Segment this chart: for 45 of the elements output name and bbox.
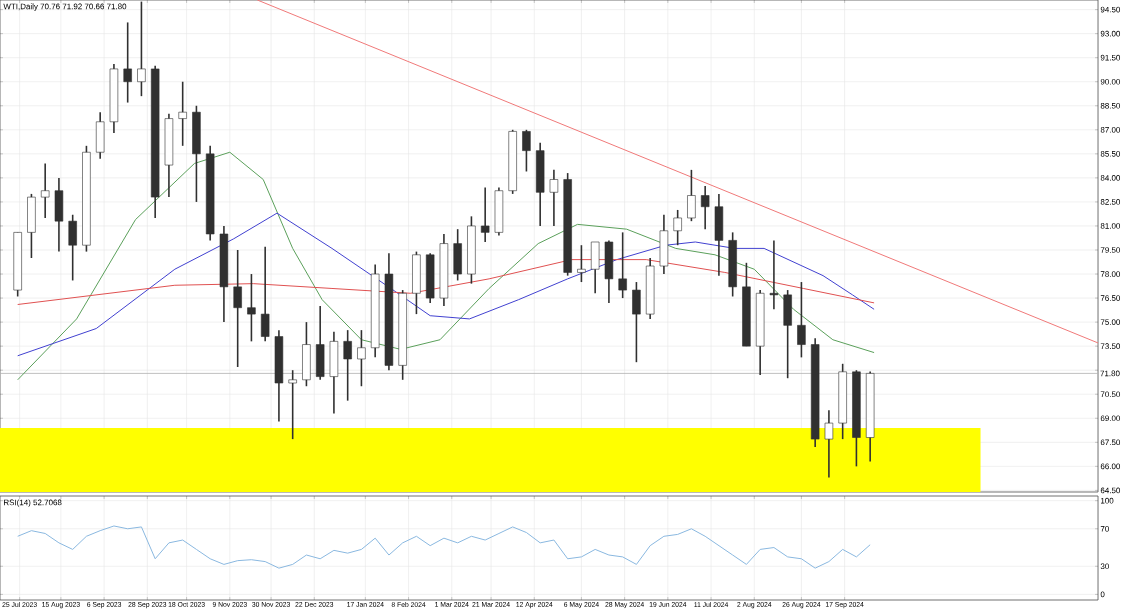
- candlestick: [315, 305, 325, 381]
- candlestick: [27, 193, 36, 259]
- candlestick: [824, 409, 834, 479]
- candlestick: [137, 0, 146, 97]
- candlestick: [164, 112, 174, 198]
- candlestick: [797, 281, 806, 359]
- candlestick: [302, 321, 311, 388]
- candlestick: [40, 162, 50, 219]
- candlestick: [123, 21, 132, 104]
- candlestick: [494, 186, 504, 237]
- candlestick: [425, 252, 435, 304]
- candlestick: [192, 104, 201, 203]
- candlestick: [687, 169, 696, 222]
- candlestick: [659, 213, 669, 275]
- candlestick: [343, 329, 352, 402]
- candlestick: [590, 241, 600, 295]
- candlestick: [247, 273, 256, 343]
- line-series: [17, 212, 875, 357]
- candlestick: [673, 209, 682, 246]
- candlestick: [714, 193, 724, 277]
- candlestick: [604, 239, 614, 304]
- candlestick: [68, 213, 77, 282]
- candlestick: [178, 80, 187, 147]
- candlestick: [54, 177, 64, 253]
- candlestick: [577, 244, 586, 283]
- candlestick: [769, 239, 779, 311]
- candlestick: [233, 249, 242, 368]
- candlestick: [632, 281, 641, 363]
- candlestick: [700, 185, 710, 230]
- candlestick: [453, 228, 462, 282]
- line-series: [17, 151, 875, 381]
- candlestick: [618, 231, 627, 299]
- candlestick: [357, 329, 366, 388]
- candlestick: [728, 231, 737, 298]
- candlestick: [480, 186, 490, 243]
- candlestick: [549, 169, 559, 227]
- candlestick: [260, 246, 270, 343]
- candlestick: [274, 329, 284, 423]
- candlestick: [95, 111, 105, 160]
- candlestick: [329, 330, 339, 415]
- candlestick: [522, 129, 531, 173]
- candlestick: [783, 289, 792, 380]
- candlestick: [535, 141, 545, 227]
- candlestick: [288, 369, 297, 440]
- candlestick: [412, 250, 421, 315]
